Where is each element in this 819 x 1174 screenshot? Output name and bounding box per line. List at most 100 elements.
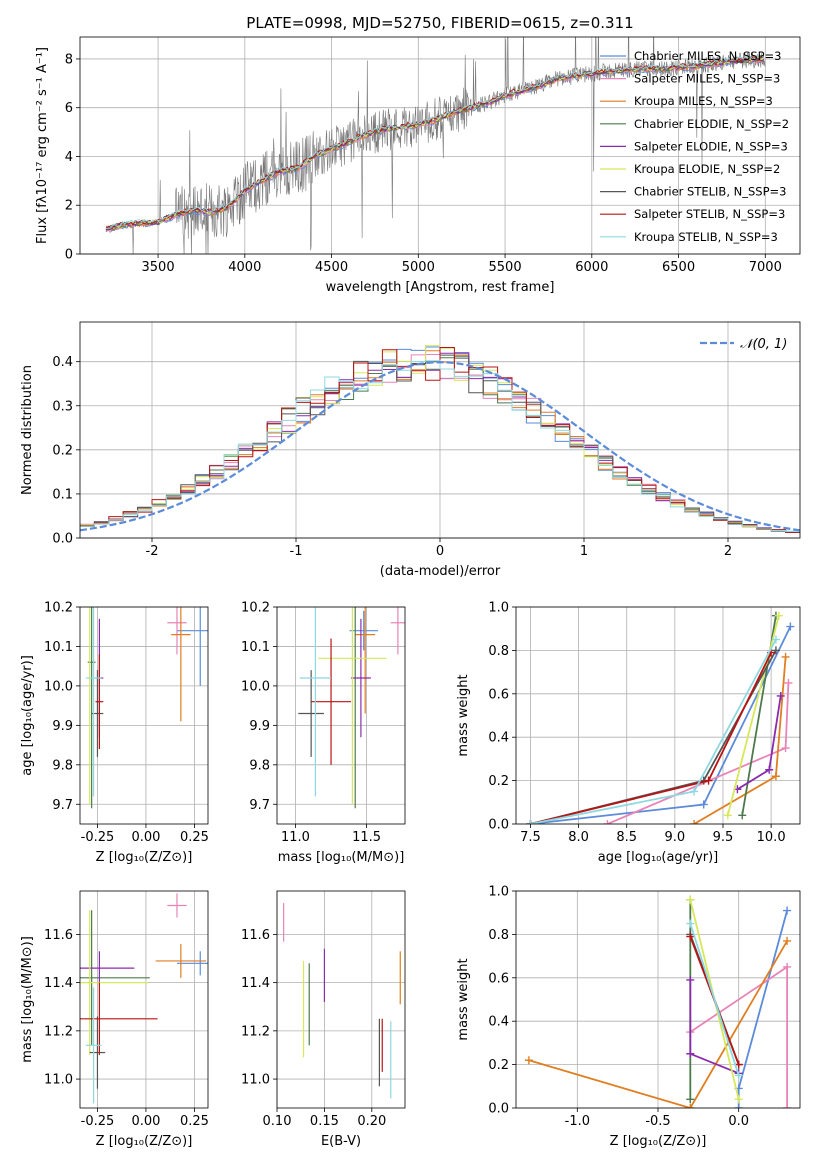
y-tick-label: 9.7 [52, 798, 73, 813]
mass-weight-line [693, 656, 787, 824]
panel-5: -0.25 0.00 0.25 11.0 11.2 11.4 11.6 Z [log₁₀(Z/… [20, 890, 209, 1149]
mass-weight-marker [781, 652, 790, 661]
panel-4: 7.5 8.0 8.5 9.0 9.5 10.0 0.0 0.2 0.4 0.6 0.8 1.0 age… [456, 601, 801, 865]
plot-area [105, 37, 766, 254]
x-axis-label: (data-model)/error [380, 564, 501, 579]
y-tick-label: 10.1 [241, 640, 270, 655]
y-axis-label: Normed distribution [20, 365, 35, 495]
axes-frame [79, 606, 209, 825]
legend-entry-label: Kroupa ELODIE, N_SSP=2 [634, 162, 780, 176]
normal-curve [80, 360, 800, 532]
model-spectrum-line [105, 54, 765, 230]
mass-weight-marker [526, 820, 535, 824]
grid [277, 606, 405, 824]
x-tick-label: 0.20 [357, 1114, 386, 1129]
y-tick-label: 11.0 [44, 1073, 73, 1088]
mass-weight-marker [784, 678, 793, 687]
x-tick-label: -1.0 [565, 1114, 590, 1129]
y-tick-label: 0.4 [488, 1015, 509, 1030]
x-tick-label: 11.5 [352, 830, 381, 845]
mass-weight-marker [783, 936, 792, 945]
x-tick-label: 3500 [142, 260, 175, 275]
axes-frame [515, 890, 801, 1109]
x-tick-label: 7.5 [520, 830, 541, 845]
panel-2: -0.25 0.00 0.25 9.7 9.8 9.9 10.0 10.1 10.2 Z [log… [20, 601, 209, 866]
legend-entry-label: Salpeter MILES, N_SSP=3 [634, 72, 780, 86]
residual-histogram [80, 360, 800, 534]
y-axis-label: mass [log₁₀(M/M⊙)] [20, 936, 35, 1063]
mass-weight-marker [771, 635, 780, 644]
x-tick-label: -0.25 [81, 1114, 115, 1129]
y-tick-label: 11.6 [44, 928, 73, 943]
mass-weight-marker [783, 906, 792, 915]
mass-weight-marker [734, 1071, 743, 1080]
y-tick-label: 10.2 [44, 601, 73, 616]
x-tick-label: 4000 [228, 260, 261, 275]
y-tick-label: 10.0 [241, 679, 270, 694]
x-tick-label: -0.25 [81, 830, 115, 845]
mass-weight-marker [690, 820, 699, 824]
mass-weight-marker [524, 1056, 533, 1065]
y-tick-label: 11.2 [44, 1024, 73, 1039]
y-tick-label: 1.0 [488, 885, 509, 900]
mass-weight-marker [686, 895, 695, 904]
panel-0: 3500 4000 4500 5000 5500 6000 6500 7000 0 2 4 6 8 wav… [35, 14, 801, 295]
mass-weight-marker [686, 919, 695, 928]
legend: Chabrier MILES, N_SSP=3 Salpeter MILES, N… [600, 49, 789, 244]
mass-weight-marker [603, 820, 612, 824]
mass-weight-line [737, 910, 788, 1108]
mass-weight-marker [699, 800, 708, 809]
x-tick-label: -2 [146, 544, 159, 559]
plot-area [298, 607, 405, 809]
plot-area [283, 903, 401, 1099]
mass-weight-marker [686, 975, 695, 984]
panel-3: 11.0 11.5 9.7 9.8 9.9 10.0 10.1 10.2 mass [log₁₀… [241, 601, 406, 865]
y-tick-label: 9.8 [249, 758, 270, 773]
axes-frame [79, 36, 801, 255]
y-tick-label: 0.2 [488, 774, 509, 789]
legend-entry-label: Kroupa STELIB, N_SSP=3 [634, 230, 778, 244]
y-tick-label: 8 [65, 52, 73, 67]
y-axis-label: age [log₁₀(age/yr)] [20, 655, 35, 776]
mass-weight-marker [686, 1049, 695, 1058]
x-tick-label: 6000 [575, 260, 608, 275]
axes-frame [79, 321, 801, 539]
y-tick-label: 0.6 [488, 971, 509, 986]
grid [516, 890, 800, 1109]
mass-weight-marker [686, 932, 695, 941]
y-tick-label: 0.8 [488, 928, 509, 943]
x-tick-label: 0 [436, 544, 444, 559]
x-tick-label: 9.0 [665, 830, 686, 845]
y-axis-label: mass weight [456, 674, 471, 756]
mass-weight-marker [774, 611, 783, 620]
y-tick-label: 4 [65, 150, 73, 165]
x-tick-label: 2 [724, 544, 732, 559]
axes-frame [515, 606, 801, 825]
mass-weight-marker [786, 622, 795, 631]
x-tick-label: 0.25 [180, 1114, 209, 1129]
y-tick-label: 0 [65, 248, 73, 263]
x-tick-label: 8.0 [568, 830, 589, 845]
y-tick-label: 0.4 [488, 731, 509, 746]
y-tick-label: 10.1 [44, 640, 73, 655]
y-tick-label: 6 [65, 101, 73, 116]
y-axis-label: mass weight [456, 958, 471, 1040]
legend-entry-label: Salpeter ELODIE, N_SSP=3 [634, 139, 788, 153]
y-tick-label: 9.7 [249, 798, 270, 813]
axes-frame [276, 606, 406, 825]
legend-entry-label: Chabrier STELIB, N_SSP=3 [634, 185, 786, 199]
panel-1: -2 -1 0 1 2 0.0 0.1 0.2 0.3 0.4 (data-model)/error… [20, 321, 801, 579]
y-tick-label: 0.0 [488, 1102, 509, 1117]
y-tick-label: 9.9 [249, 719, 270, 734]
y-tick-label: 0.2 [52, 443, 73, 458]
panel-7: -1.0 -0.5 0.0 0.0 0.2 0.4 0.6 0.8 1.0 Z [log₁₀(Z/… [456, 885, 801, 1149]
mass-weight-marker [783, 1104, 792, 1108]
y-tick-label: 1.0 [488, 601, 509, 616]
x-tick-label: 6500 [662, 260, 695, 275]
legend-entry-label: 𝒩(0, 1) [740, 337, 787, 352]
x-tick-label: 8.5 [616, 830, 637, 845]
y-tick-label: 0.2 [488, 1058, 509, 1073]
x-tick-label: 5500 [489, 260, 522, 275]
axes-frame [276, 890, 406, 1109]
